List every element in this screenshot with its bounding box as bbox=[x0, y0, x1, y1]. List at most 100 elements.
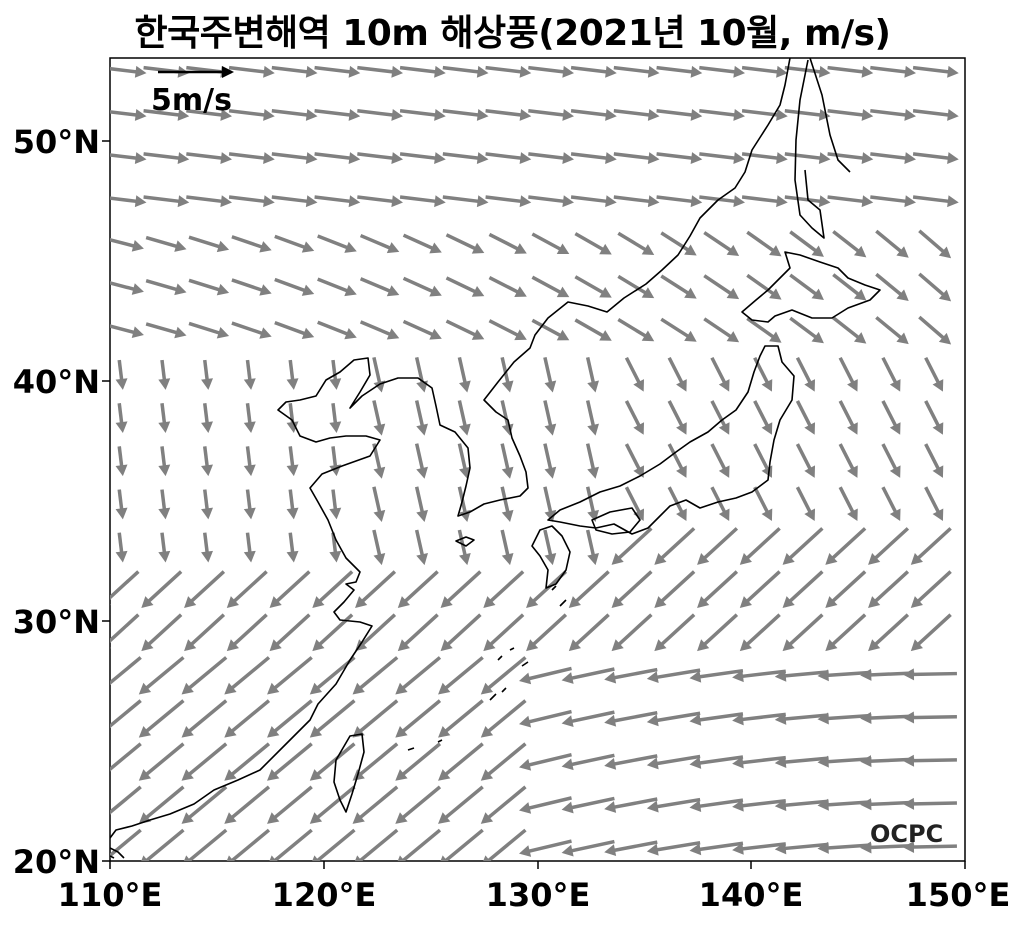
wind-vector-shaft bbox=[574, 232, 608, 254]
wind-vector-head bbox=[902, 668, 915, 681]
wind-vector-head bbox=[902, 711, 915, 724]
wind-vector-shaft bbox=[572, 570, 610, 606]
wind-vector-head bbox=[201, 464, 213, 477]
wind-vector-shaft bbox=[613, 195, 654, 204]
wind-vector-head bbox=[429, 242, 442, 254]
wind-vector-shaft bbox=[743, 613, 781, 649]
wind-vector-shaft bbox=[398, 699, 442, 736]
wind-vector-head bbox=[476, 65, 489, 78]
wind-vector-shaft bbox=[832, 316, 863, 342]
wind-vector-shaft bbox=[570, 108, 612, 118]
wind-vector-shaft bbox=[585, 529, 596, 560]
wind-vector-shaft bbox=[695, 841, 744, 852]
wind-vector-shaft bbox=[785, 527, 824, 563]
wind-vector-head bbox=[544, 423, 557, 436]
wind-vector-shaft bbox=[914, 527, 952, 563]
lat-tick-label: 50°N bbox=[13, 123, 100, 161]
wind-vector-head bbox=[501, 509, 514, 522]
wind-vector-head bbox=[938, 289, 952, 302]
wind-vector-head bbox=[434, 108, 446, 121]
wind-vector-head bbox=[395, 725, 408, 738]
wind-vector-shaft bbox=[485, 108, 526, 118]
wind-vector-head bbox=[774, 712, 787, 725]
wind-vector-shaft bbox=[231, 278, 267, 294]
wind-vector-shaft bbox=[357, 152, 398, 161]
wind-vector-head bbox=[861, 108, 874, 121]
wind-vector-head bbox=[761, 379, 773, 392]
lon-tick-label: 120°E bbox=[272, 876, 377, 914]
wind-vector-shaft bbox=[667, 356, 686, 388]
wind-vector-head bbox=[519, 152, 532, 165]
wind-vector-head bbox=[416, 466, 428, 479]
wind-vector-head bbox=[344, 328, 357, 340]
wind-vector-head bbox=[312, 639, 325, 652]
wind-vector-head bbox=[902, 797, 915, 810]
wind-vector-head bbox=[355, 596, 368, 609]
lat-tick-label: 20°N bbox=[13, 843, 100, 881]
wind-vector-head bbox=[519, 65, 532, 78]
wind-vector-head bbox=[611, 596, 624, 609]
wind-vector-shaft bbox=[871, 570, 910, 606]
lon-tick-label: 110°E bbox=[58, 876, 163, 914]
wind-vector-shaft bbox=[110, 324, 139, 336]
wind-vector-head bbox=[309, 812, 323, 824]
wind-vector-head bbox=[605, 152, 617, 165]
wind-vector-shaft bbox=[270, 699, 313, 736]
wind-vector-shaft bbox=[228, 108, 270, 118]
wind-vector-shaft bbox=[572, 613, 610, 649]
wind-vector-head bbox=[216, 283, 230, 296]
wind-vector-shaft bbox=[110, 699, 142, 729]
wind-vector-head bbox=[138, 682, 152, 695]
wind-vector-shaft bbox=[667, 400, 686, 431]
wind-vector-shaft bbox=[567, 667, 615, 681]
wind-vector-shaft bbox=[372, 356, 383, 388]
wind-vector-head bbox=[896, 289, 909, 301]
wind-vector-head bbox=[825, 639, 838, 652]
wind-vector-head bbox=[115, 507, 128, 520]
wind-vector-head bbox=[514, 286, 527, 297]
wind-vector-head bbox=[131, 240, 144, 252]
wind-vector-shaft bbox=[271, 108, 312, 118]
wind-vector-shaft bbox=[314, 152, 355, 161]
wind-vector-head bbox=[733, 65, 746, 78]
wind-vector-head bbox=[689, 800, 702, 813]
wind-vector-head bbox=[604, 844, 617, 857]
wind-vector-head bbox=[429, 328, 442, 340]
wind-vector-head bbox=[386, 242, 400, 254]
wind-vector-head bbox=[646, 671, 659, 684]
wind-vector-head bbox=[476, 108, 489, 121]
wind-vector-head bbox=[676, 379, 687, 392]
wind-vector-shaft bbox=[753, 400, 771, 431]
wind-vector-head bbox=[726, 287, 740, 300]
wind-vector-head bbox=[269, 596, 282, 609]
ocpc-logo: OCPC bbox=[870, 820, 943, 848]
wind-vector-head bbox=[718, 465, 730, 478]
wind-vector-shaft bbox=[832, 230, 863, 256]
wind-vector-shaft bbox=[188, 235, 224, 250]
wind-vector-shaft bbox=[710, 400, 729, 431]
wind-vector-head bbox=[286, 507, 299, 520]
wind-vector-shaft bbox=[657, 613, 696, 649]
wind-vector-head bbox=[483, 855, 491, 861]
wind-vector-head bbox=[776, 195, 788, 208]
wind-vector-head bbox=[519, 672, 532, 685]
wind-vector-shaft bbox=[143, 152, 184, 161]
wind-vector-shaft bbox=[870, 65, 911, 75]
wind-vector-head bbox=[825, 553, 838, 565]
wind-vector-shaft bbox=[357, 828, 399, 861]
wind-vector-shaft bbox=[228, 152, 270, 161]
wind-vector-shaft bbox=[918, 315, 948, 342]
wind-vector-head bbox=[561, 715, 574, 728]
wind-vector-head bbox=[440, 596, 453, 609]
wind-vector-head bbox=[676, 508, 687, 522]
wind-vector-shaft bbox=[230, 613, 268, 649]
wind-vector-shaft bbox=[485, 152, 526, 161]
wind-vector-shaft bbox=[401, 613, 439, 649]
wind-vector-shaft bbox=[700, 527, 739, 563]
wind-vector-shaft bbox=[186, 195, 227, 204]
wind-vector-head bbox=[938, 246, 952, 259]
wind-vector-shaft bbox=[484, 785, 527, 822]
wind-vector-shaft bbox=[110, 196, 141, 204]
wind-vector-shaft bbox=[356, 699, 399, 736]
wind-vector-shaft bbox=[908, 714, 957, 720]
